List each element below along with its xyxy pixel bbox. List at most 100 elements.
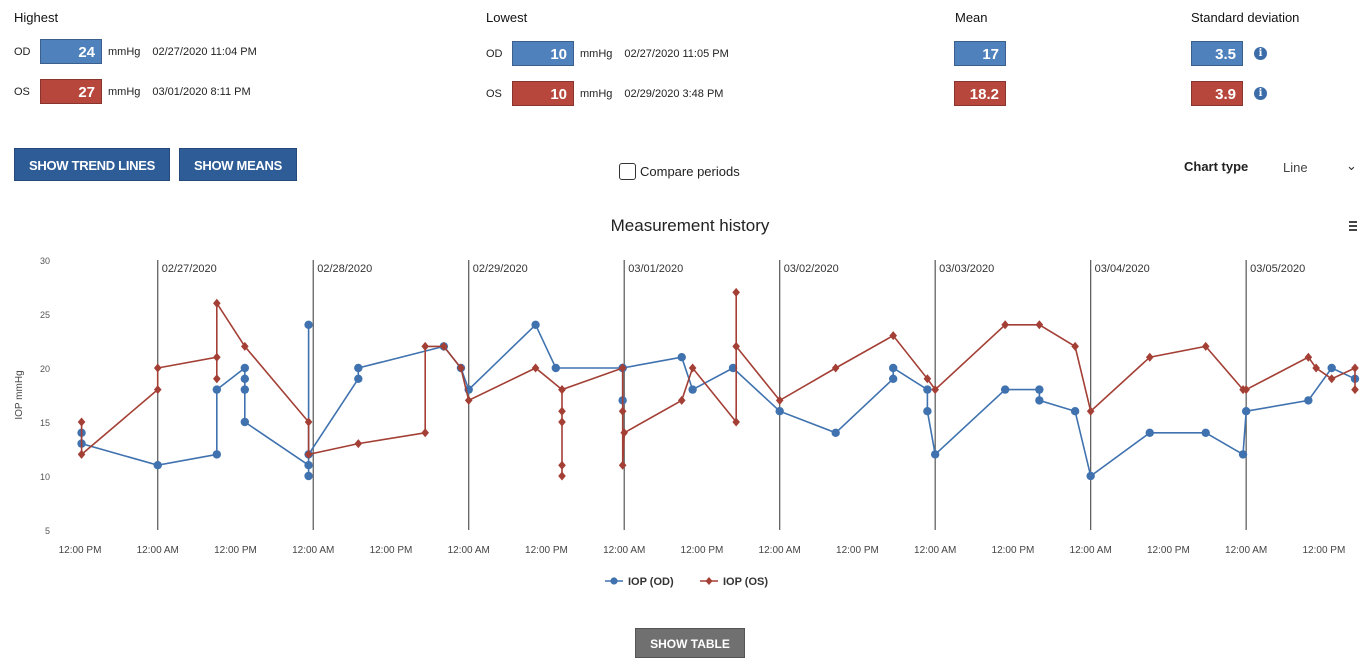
day-marker-label: 03/01/2020 bbox=[628, 263, 683, 275]
x-tick-label: 12:00 AM bbox=[603, 545, 645, 556]
data-point-od bbox=[1202, 429, 1210, 437]
chart-menu-icon[interactable] bbox=[1349, 221, 1357, 233]
data-point-od bbox=[1327, 364, 1335, 372]
y-tick-label: 30 bbox=[40, 256, 50, 266]
data-point-os bbox=[1351, 364, 1359, 373]
y-tick-label: 15 bbox=[40, 418, 50, 428]
day-marker-label: 03/02/2020 bbox=[784, 263, 839, 275]
highest-od-value: 24 bbox=[40, 39, 102, 64]
data-point-od bbox=[1035, 385, 1043, 393]
chevron-down-icon[interactable]: ⌄ bbox=[1346, 158, 1357, 174]
y-tick-label: 10 bbox=[40, 472, 50, 482]
x-tick-label: 12:00 PM bbox=[1302, 545, 1345, 556]
data-point-os bbox=[213, 374, 221, 383]
day-marker-label: 03/04/2020 bbox=[1095, 263, 1150, 275]
data-point-od bbox=[1146, 429, 1154, 437]
x-tick-label: 12:00 PM bbox=[214, 545, 257, 556]
eye-label-od: OD bbox=[14, 46, 40, 58]
x-tick-label: 12:00 AM bbox=[1225, 545, 1267, 556]
data-point-od bbox=[304, 321, 312, 329]
data-point-od bbox=[1086, 472, 1094, 480]
data-point-os bbox=[465, 396, 473, 405]
data-point-od bbox=[241, 385, 249, 393]
data-point-od bbox=[889, 364, 897, 372]
data-point-os bbox=[558, 472, 566, 481]
compare-periods-label: Compare periods bbox=[640, 164, 740, 179]
data-point-os bbox=[732, 288, 740, 297]
x-tick-label: 12:00 AM bbox=[448, 545, 490, 556]
lowest-os-time: 02/29/2020 3:48 PM bbox=[624, 88, 723, 100]
legend-label-od: IOP (OD) bbox=[628, 576, 674, 588]
chart-type-label: Chart type bbox=[1184, 159, 1248, 174]
y-tick-label: 25 bbox=[40, 310, 50, 320]
legend-marker bbox=[610, 577, 617, 584]
highest-os-value: 27 bbox=[40, 79, 102, 104]
data-point-od bbox=[1242, 407, 1250, 415]
highest-od-time: 02/27/2020 11:04 PM bbox=[152, 46, 256, 58]
unit-label: mmHg bbox=[108, 86, 140, 98]
chart-title: Measurement history bbox=[611, 216, 770, 235]
data-point-os bbox=[678, 396, 686, 405]
highest-od-row: OD 24 mmHg 02/27/2020 11:04 PM bbox=[14, 39, 257, 64]
data-point-od bbox=[688, 385, 696, 393]
data-point-od bbox=[889, 375, 897, 383]
info-icon[interactable]: i bbox=[1254, 87, 1267, 100]
data-point-os bbox=[558, 461, 566, 470]
day-marker-label: 03/03/2020 bbox=[939, 263, 994, 275]
day-marker-label: 02/28/2020 bbox=[317, 263, 372, 275]
data-point-os bbox=[355, 439, 363, 448]
x-tick-label: 12:00 AM bbox=[914, 545, 956, 556]
data-point-od bbox=[241, 418, 249, 426]
unit-label: mmHg bbox=[580, 88, 612, 100]
legend-label-os: IOP (OS) bbox=[723, 576, 768, 588]
data-point-od bbox=[1304, 396, 1312, 404]
data-point-os bbox=[619, 407, 627, 416]
data-point-od bbox=[923, 407, 931, 415]
y-axis-title: IOP mmHg bbox=[14, 370, 25, 419]
x-tick-label: 12:00 PM bbox=[992, 545, 1035, 556]
highest-os-row: OS 27 mmHg 03/01/2020 8:11 PM bbox=[14, 79, 251, 104]
data-point-od bbox=[354, 364, 362, 372]
data-point-od bbox=[775, 407, 783, 415]
data-point-os bbox=[558, 407, 566, 416]
compare-periods-checkbox[interactable] bbox=[619, 163, 636, 180]
mean-heading: Mean bbox=[955, 10, 988, 25]
data-point-od bbox=[304, 461, 312, 469]
data-point-os bbox=[154, 364, 162, 373]
data-point-od bbox=[923, 385, 931, 393]
lowest-od-row: OD 10 mmHg 02/27/2020 11:05 PM bbox=[486, 41, 729, 66]
std-heading: Standard deviation bbox=[1191, 10, 1299, 25]
chart-type-select[interactable]: Line bbox=[1283, 160, 1308, 175]
x-tick-label: 12:00 AM bbox=[1070, 545, 1112, 556]
show-means-button[interactable]: SHOW MEANS bbox=[179, 148, 297, 181]
data-point-os bbox=[213, 353, 221, 362]
data-point-os bbox=[421, 342, 429, 351]
x-tick-label: 12:00 AM bbox=[137, 545, 179, 556]
day-marker-label: 02/27/2020 bbox=[162, 263, 217, 275]
show-trend-lines-button[interactable]: SHOW TREND LINES bbox=[14, 148, 170, 181]
x-tick-label: 12:00 PM bbox=[836, 545, 879, 556]
data-point-os bbox=[421, 428, 429, 437]
show-table-button[interactable]: SHOW TABLE bbox=[635, 628, 745, 658]
data-point-os bbox=[620, 428, 628, 437]
x-tick-label: 12:00 AM bbox=[292, 545, 334, 556]
measurement-history-chart: Measurement history 5 10 15 20 25 30 IOP mmHg 0… bbox=[0, 205, 1364, 600]
data-point-os bbox=[1328, 374, 1336, 383]
data-point-od bbox=[1035, 396, 1043, 404]
data-point-od bbox=[241, 364, 249, 372]
unit-label: mmHg bbox=[580, 48, 612, 60]
data-point-od bbox=[154, 461, 162, 469]
x-tick-label: 12:00 PM bbox=[525, 545, 568, 556]
y-tick-label: 20 bbox=[40, 364, 50, 374]
info-icon[interactable]: i bbox=[1254, 47, 1267, 60]
lowest-heading: Lowest bbox=[486, 10, 527, 25]
lowest-os-value: 10 bbox=[512, 81, 574, 106]
data-point-od bbox=[552, 364, 560, 372]
unit-label: mmHg bbox=[108, 46, 140, 58]
data-point-os bbox=[558, 418, 566, 427]
lowest-os-row: OS 10 mmHg 02/29/2020 3:48 PM bbox=[486, 81, 723, 106]
data-point-od bbox=[531, 321, 539, 329]
data-point-od bbox=[931, 450, 939, 458]
data-point-os bbox=[78, 418, 86, 427]
compare-periods-toggle[interactable]: Compare periods bbox=[619, 163, 740, 180]
